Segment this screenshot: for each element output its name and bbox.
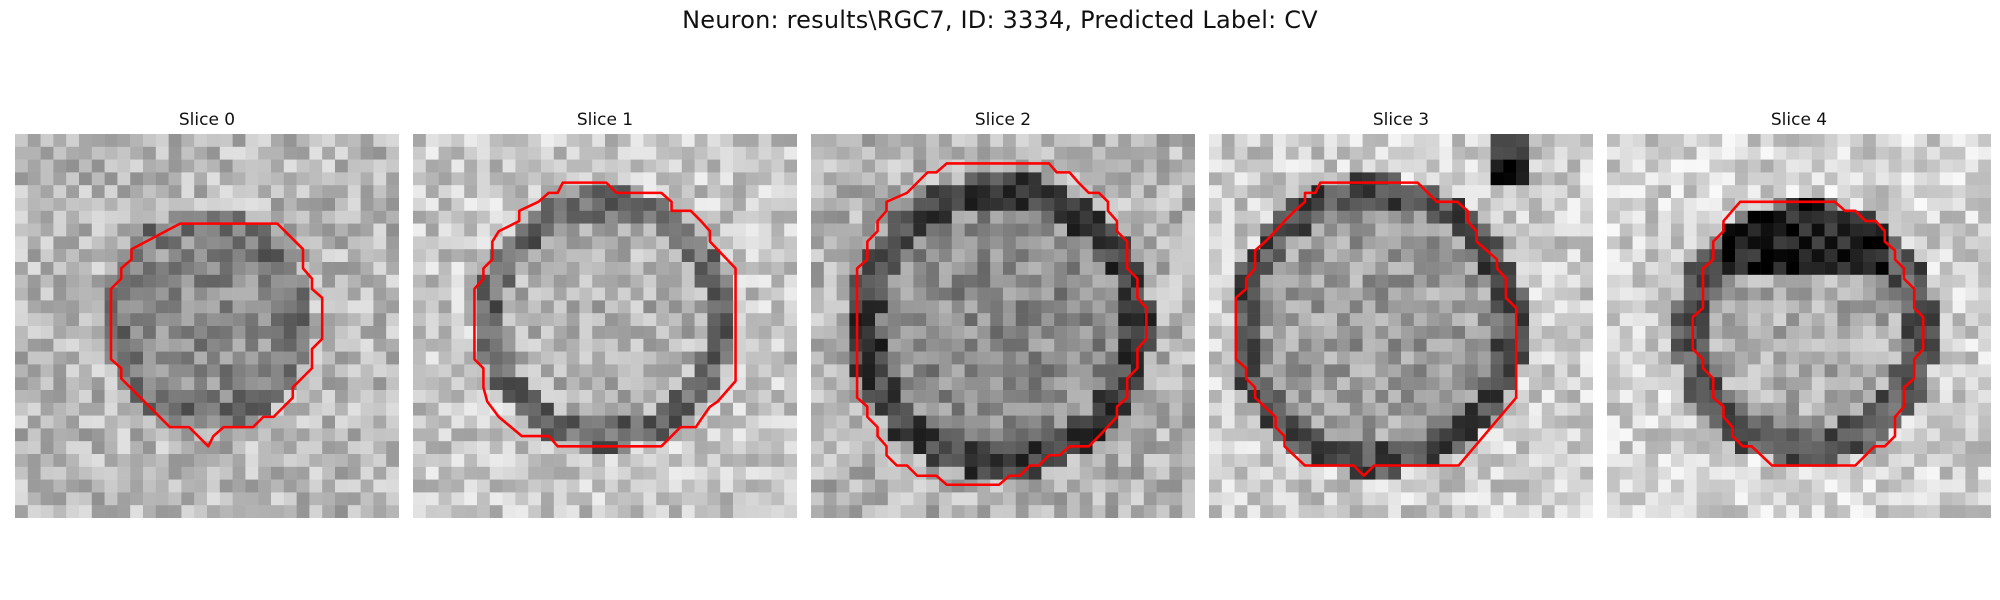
slice-2-outline xyxy=(855,162,1148,486)
slice-panel-1: Slice 1 xyxy=(413,110,797,520)
slice-panel-0: Slice 0 xyxy=(15,110,399,520)
slice-panel-3: Slice 3 xyxy=(1209,110,1593,520)
slice-1-image xyxy=(413,134,797,518)
slice-3-title: Slice 3 xyxy=(1372,110,1430,130)
slice-0-image xyxy=(15,134,399,518)
slice-0-outline xyxy=(109,222,324,448)
slice-panel-2: Slice 2 xyxy=(811,110,1195,520)
slice-0-title: Slice 0 xyxy=(178,110,236,130)
slice-4-image xyxy=(1607,134,1991,518)
slice-1-title: Slice 1 xyxy=(576,110,634,130)
slice-3-outline xyxy=(1234,181,1518,478)
slice-panel-4: Slice 4 xyxy=(1607,110,1991,520)
slice-1-outline xyxy=(473,181,737,448)
slice-4-title: Slice 4 xyxy=(1770,110,1828,130)
slice-2-image xyxy=(811,134,1195,518)
figure-title: Neuron: results\RGC7, ID: 3334, Predicte… xyxy=(682,6,1318,34)
slice-2-title: Slice 2 xyxy=(974,110,1032,130)
slice-4-outline xyxy=(1691,200,1925,467)
slice-3-image xyxy=(1209,134,1593,518)
